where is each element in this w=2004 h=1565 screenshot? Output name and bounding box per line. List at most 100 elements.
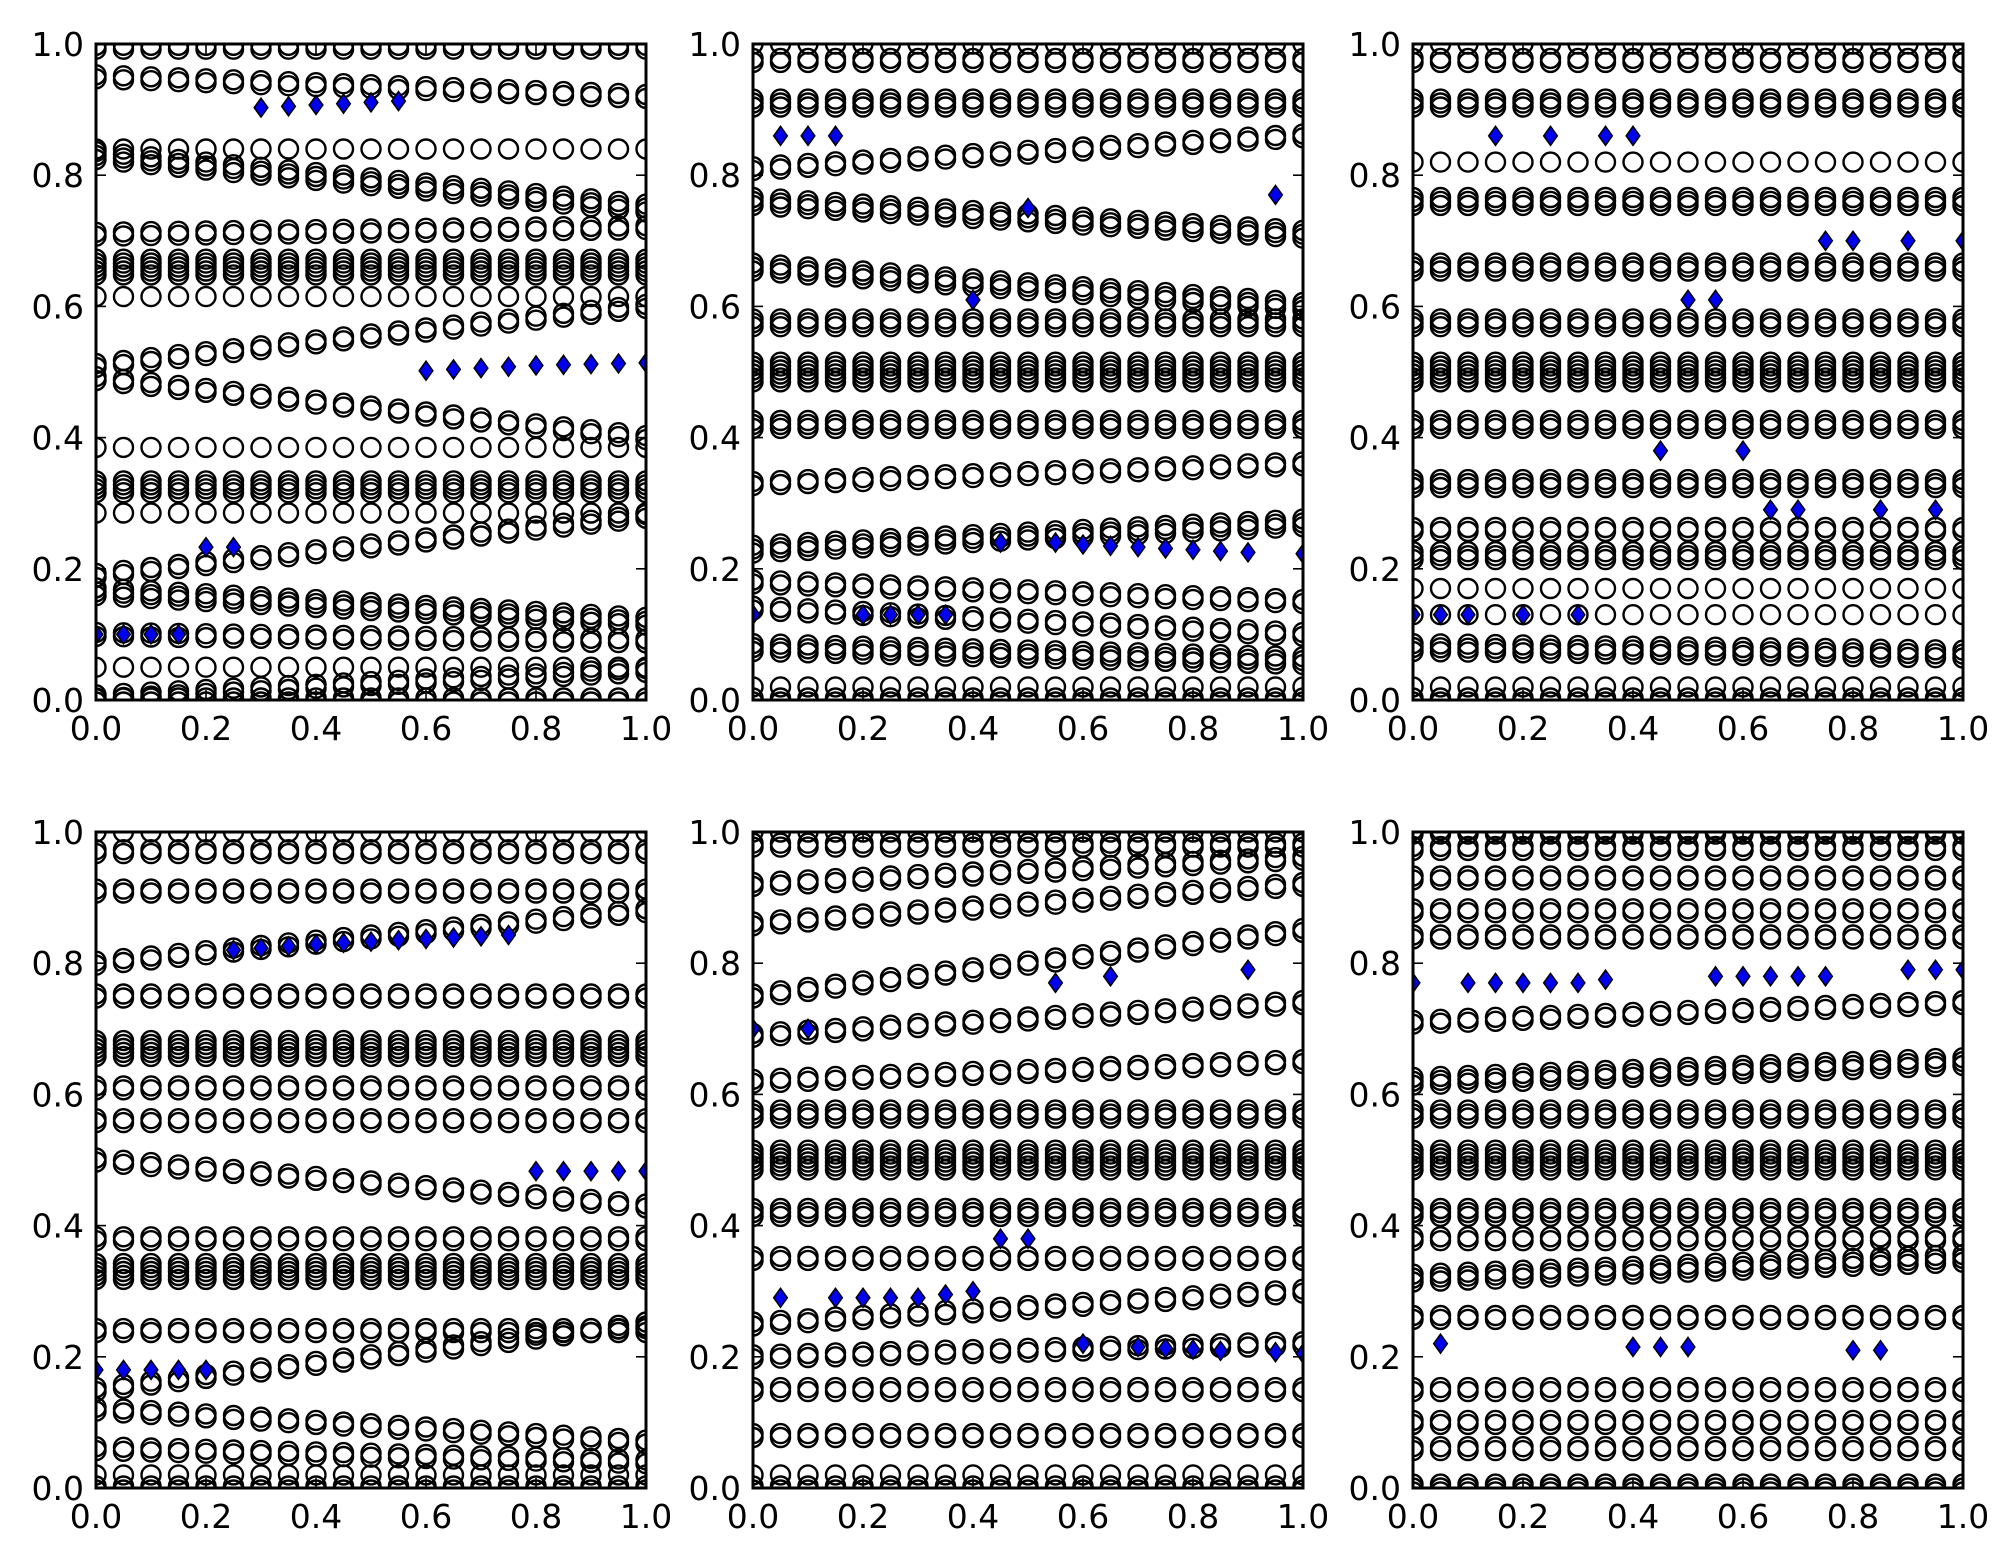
y-tick-label: 0.6 — [32, 287, 84, 326]
circle-point — [360, 1475, 382, 1488]
circle-point — [1154, 1422, 1177, 1445]
circle-point — [1099, 1422, 1122, 1445]
circle-point — [1457, 1261, 1479, 1283]
circle-point — [1457, 351, 1479, 373]
circle-point — [1512, 186, 1534, 209]
circle-point — [415, 470, 437, 492]
circle-point — [1567, 1257, 1589, 1279]
circle-point — [1869, 541, 1892, 563]
circle-point — [962, 142, 984, 165]
circle-point — [1787, 308, 1809, 330]
circle-point — [305, 1029, 327, 1052]
circle-point — [1677, 1197, 1699, 1220]
circle-point — [112, 1226, 135, 1248]
circle-point — [879, 676, 902, 698]
circle-point — [1484, 516, 1507, 539]
circle-point — [607, 215, 630, 237]
circle-point — [387, 1075, 410, 1097]
circle-point — [222, 1475, 245, 1488]
circle-point — [96, 1464, 107, 1486]
circle-point — [934, 687, 957, 700]
circle-point — [1842, 468, 1864, 491]
circle-point — [360, 285, 382, 308]
circle-point — [1649, 409, 1672, 432]
circle-point — [1622, 1197, 1644, 1220]
circle-point — [470, 470, 492, 492]
circle-point — [962, 1197, 984, 1220]
circle-point — [1072, 276, 1094, 298]
circle-point — [1182, 1197, 1204, 1220]
circle-point — [96, 577, 107, 599]
circle-point — [607, 1190, 630, 1213]
circle-point — [1099, 612, 1122, 634]
highlight-point — [1413, 603, 1421, 626]
circle-point — [415, 594, 437, 617]
circle-point — [277, 1475, 300, 1488]
circle-point — [797, 1422, 819, 1445]
circle-point — [797, 1376, 819, 1399]
circle-point — [580, 1029, 602, 1052]
highlight-point — [555, 1160, 572, 1182]
circle-point — [1237, 287, 1259, 310]
circle-point — [167, 656, 190, 678]
highlight-point — [610, 1160, 627, 1182]
highlight-point — [143, 1359, 159, 1381]
circle-point — [1264, 47, 1287, 70]
circle-point — [1154, 1464, 1177, 1486]
circle-point — [907, 1139, 929, 1161]
circle-point — [1732, 604, 1754, 626]
circle-point — [442, 138, 465, 160]
circle-point — [797, 907, 819, 929]
circle-point — [552, 416, 575, 438]
circle-point — [1209, 849, 1232, 871]
circle-point — [1539, 1435, 1562, 1458]
circle-point — [607, 1029, 630, 1052]
circle-point — [1787, 1197, 1809, 1220]
circle-point — [96, 248, 107, 270]
circle-point — [1292, 47, 1303, 70]
circle-point — [1732, 541, 1754, 563]
circle-point — [580, 285, 602, 308]
circle-point — [1924, 604, 1947, 626]
circle-point — [1567, 676, 1589, 698]
circle-point — [525, 663, 547, 685]
circle-point — [1209, 454, 1232, 476]
circle-point — [1017, 308, 1039, 330]
circle-point — [415, 625, 437, 648]
circle-point — [1292, 845, 1303, 867]
circle-point — [360, 591, 382, 614]
circle-point — [1677, 1226, 1699, 1248]
circle-point — [769, 633, 792, 655]
circle-point — [824, 676, 847, 698]
circle-point — [635, 83, 646, 106]
circle-point — [1413, 516, 1424, 539]
highlight-point — [1267, 184, 1284, 206]
circle-point — [195, 1252, 217, 1275]
circle-point — [1072, 1197, 1094, 1220]
circle-point — [1649, 252, 1672, 274]
circle-point — [167, 1317, 190, 1340]
x-tick-label: 0.6 — [1057, 1497, 1109, 1536]
circle-point — [1704, 676, 1727, 698]
circle-point — [1594, 687, 1617, 700]
circle-point — [580, 1252, 602, 1275]
circle-point — [1209, 1376, 1232, 1399]
circle-point — [1209, 586, 1232, 608]
circle-point — [1413, 541, 1424, 563]
highlight-point — [1075, 1332, 1091, 1355]
highlight-point — [772, 125, 789, 147]
circle-point — [167, 436, 190, 459]
circle-point — [580, 903, 602, 925]
circle-point — [442, 1075, 465, 1097]
circle-point — [415, 1226, 437, 1248]
circle-point — [753, 1068, 764, 1090]
circle-point — [96, 365, 107, 388]
highlight-series — [753, 125, 1303, 626]
circle-point — [552, 80, 575, 103]
circle-point — [222, 1075, 245, 1097]
circle-point — [879, 1139, 902, 1161]
circle-point — [1044, 409, 1067, 432]
circle-point — [1292, 832, 1303, 854]
circle-point — [222, 1226, 245, 1248]
circle-point — [635, 606, 646, 628]
